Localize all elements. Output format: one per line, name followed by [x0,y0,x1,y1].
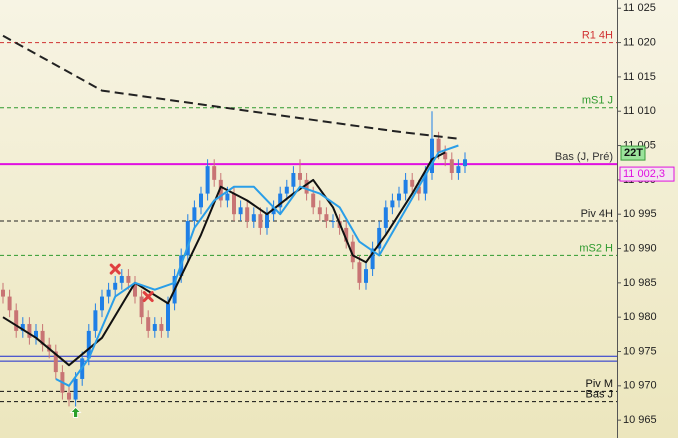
candle-body [73,378,78,400]
candle-body [119,275,124,283]
y-tick-label: 11 010 [623,105,656,117]
candle-body [416,186,421,194]
candle-body [291,173,296,187]
indicator-line [2,151,446,367]
candle-body [357,262,362,283]
price-label: 11 002,3 [623,168,665,180]
level-label: Piv M [586,378,614,390]
candle-body [86,330,91,359]
candle-body [205,166,210,194]
candle-body [265,214,269,228]
candle-body [166,303,170,331]
candle-body [232,193,236,215]
candle-body [67,392,71,400]
candle-body [271,207,276,215]
level-label: Bas J [585,389,613,401]
buy-marker [69,406,82,418]
candle-body [278,193,283,208]
candle-body [218,179,223,201]
y-tick-label: 10 970 [623,380,657,392]
candle-body [403,179,408,194]
timer: 22T [624,147,643,159]
y-tick-label: 10 965 [623,414,657,426]
candle-body [410,179,415,187]
indicator-line [55,144,459,387]
candle-body [7,296,12,311]
candle-body [27,324,32,338]
candle-body [225,193,230,201]
candle-body [370,248,375,270]
candle-body [311,193,316,208]
candle-body [463,159,467,167]
candle-body [258,214,263,228]
candle-body [113,282,118,290]
candle-body [212,166,217,180]
candle-body [324,214,329,222]
candle-body [443,152,448,160]
candle-body [152,324,157,331]
candle-body [364,269,368,283]
candle-body [133,282,137,297]
level-label: Bas (J, Pré) [555,151,613,163]
level-label: R1 4H [582,29,613,41]
candle-body [106,289,111,297]
y-tick-label: 10 975 [623,345,657,357]
candle-body [199,193,203,208]
candle-body [390,200,395,208]
candle-body [383,207,388,228]
level-label: Piv 4H [581,208,613,220]
price-label-box [619,166,675,182]
candle-body [304,179,309,194]
candle-body [423,173,428,194]
candle-body [53,351,58,373]
candle-body [251,214,256,222]
y-tick-label: 11 015 [623,71,656,83]
candle-body [397,193,401,201]
candle-body [146,317,151,331]
level-label: mS1 J [582,95,613,107]
candle-body [93,310,98,331]
candle-body [245,207,250,222]
y-tick-label: 11 020 [623,36,656,48]
candle-body [430,138,434,174]
candle-body [449,159,454,174]
y-tick-label: 10 980 [623,311,657,323]
candle-body [1,289,5,297]
level-label: mS2 H [579,242,613,254]
timer-box [620,145,646,161]
candle-body [20,324,25,331]
candle-body [298,173,302,180]
y-tick-label: 10 995 [623,208,657,220]
candle-body [34,330,38,338]
candle-body [139,296,144,318]
candle-body [331,221,335,223]
candle-body [14,310,19,331]
candle-body [284,186,289,194]
indicator-line [2,34,459,140]
candle-body [456,166,461,174]
y-tick-label: 10 985 [623,277,657,289]
y-tick-label: 10 990 [623,242,657,254]
candle-body [317,207,322,215]
candle-body [100,296,104,311]
candle-body [350,241,355,263]
candle-body [126,275,131,283]
candle-body [185,221,190,256]
candle-body [344,227,349,242]
candle-body [159,324,164,331]
candle-body [40,330,45,345]
candle-body [377,227,382,249]
candle-body [436,138,441,153]
sell-marker [109,263,121,275]
sell-marker [142,291,154,303]
candle-body [192,207,197,222]
candle-body [238,207,243,215]
y-tick-label: 11 025 [623,2,656,14]
